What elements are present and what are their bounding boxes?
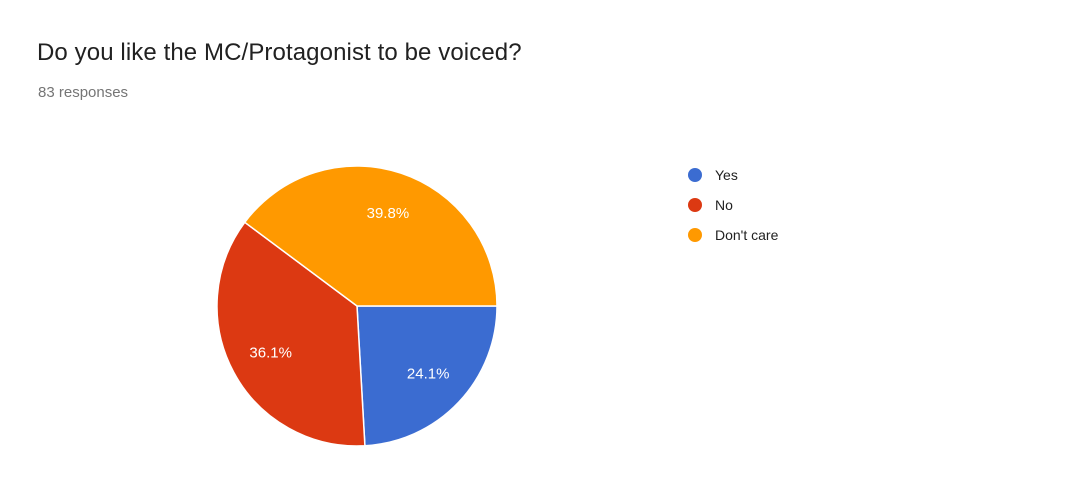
legend-dot-dont-care <box>688 228 702 242</box>
question-title: Do you like the MC/Protagonist to be voi… <box>37 39 522 66</box>
pie-slice-don-t-care[interactable] <box>244 165 498 307</box>
legend-dot-yes <box>688 168 702 182</box>
pie-slice-no[interactable] <box>216 221 366 447</box>
pie-slice-yes[interactable] <box>356 305 498 447</box>
pie-slice-percentage-label: 39.8% <box>367 205 410 222</box>
pie-chart: 24.1% 36.1% 39.8% <box>216 165 498 447</box>
legend-item-yes: Yes <box>688 160 778 190</box>
legend-item-no: No <box>688 190 778 220</box>
responses-count: 83 responses <box>38 84 129 101</box>
pie-slice-percentage-label: 24.1% <box>407 365 450 382</box>
legend-label-yes: Yes <box>715 167 738 183</box>
legend-item-dont-care: Don't care <box>688 220 778 250</box>
legend-dot-no <box>688 198 702 212</box>
chart-legend: Yes No Don't care <box>688 160 778 250</box>
pie-slice-percentage-label: 36.1% <box>249 344 292 361</box>
legend-label-no: No <box>715 197 733 213</box>
legend-label-dont-care: Don't care <box>715 227 779 243</box>
